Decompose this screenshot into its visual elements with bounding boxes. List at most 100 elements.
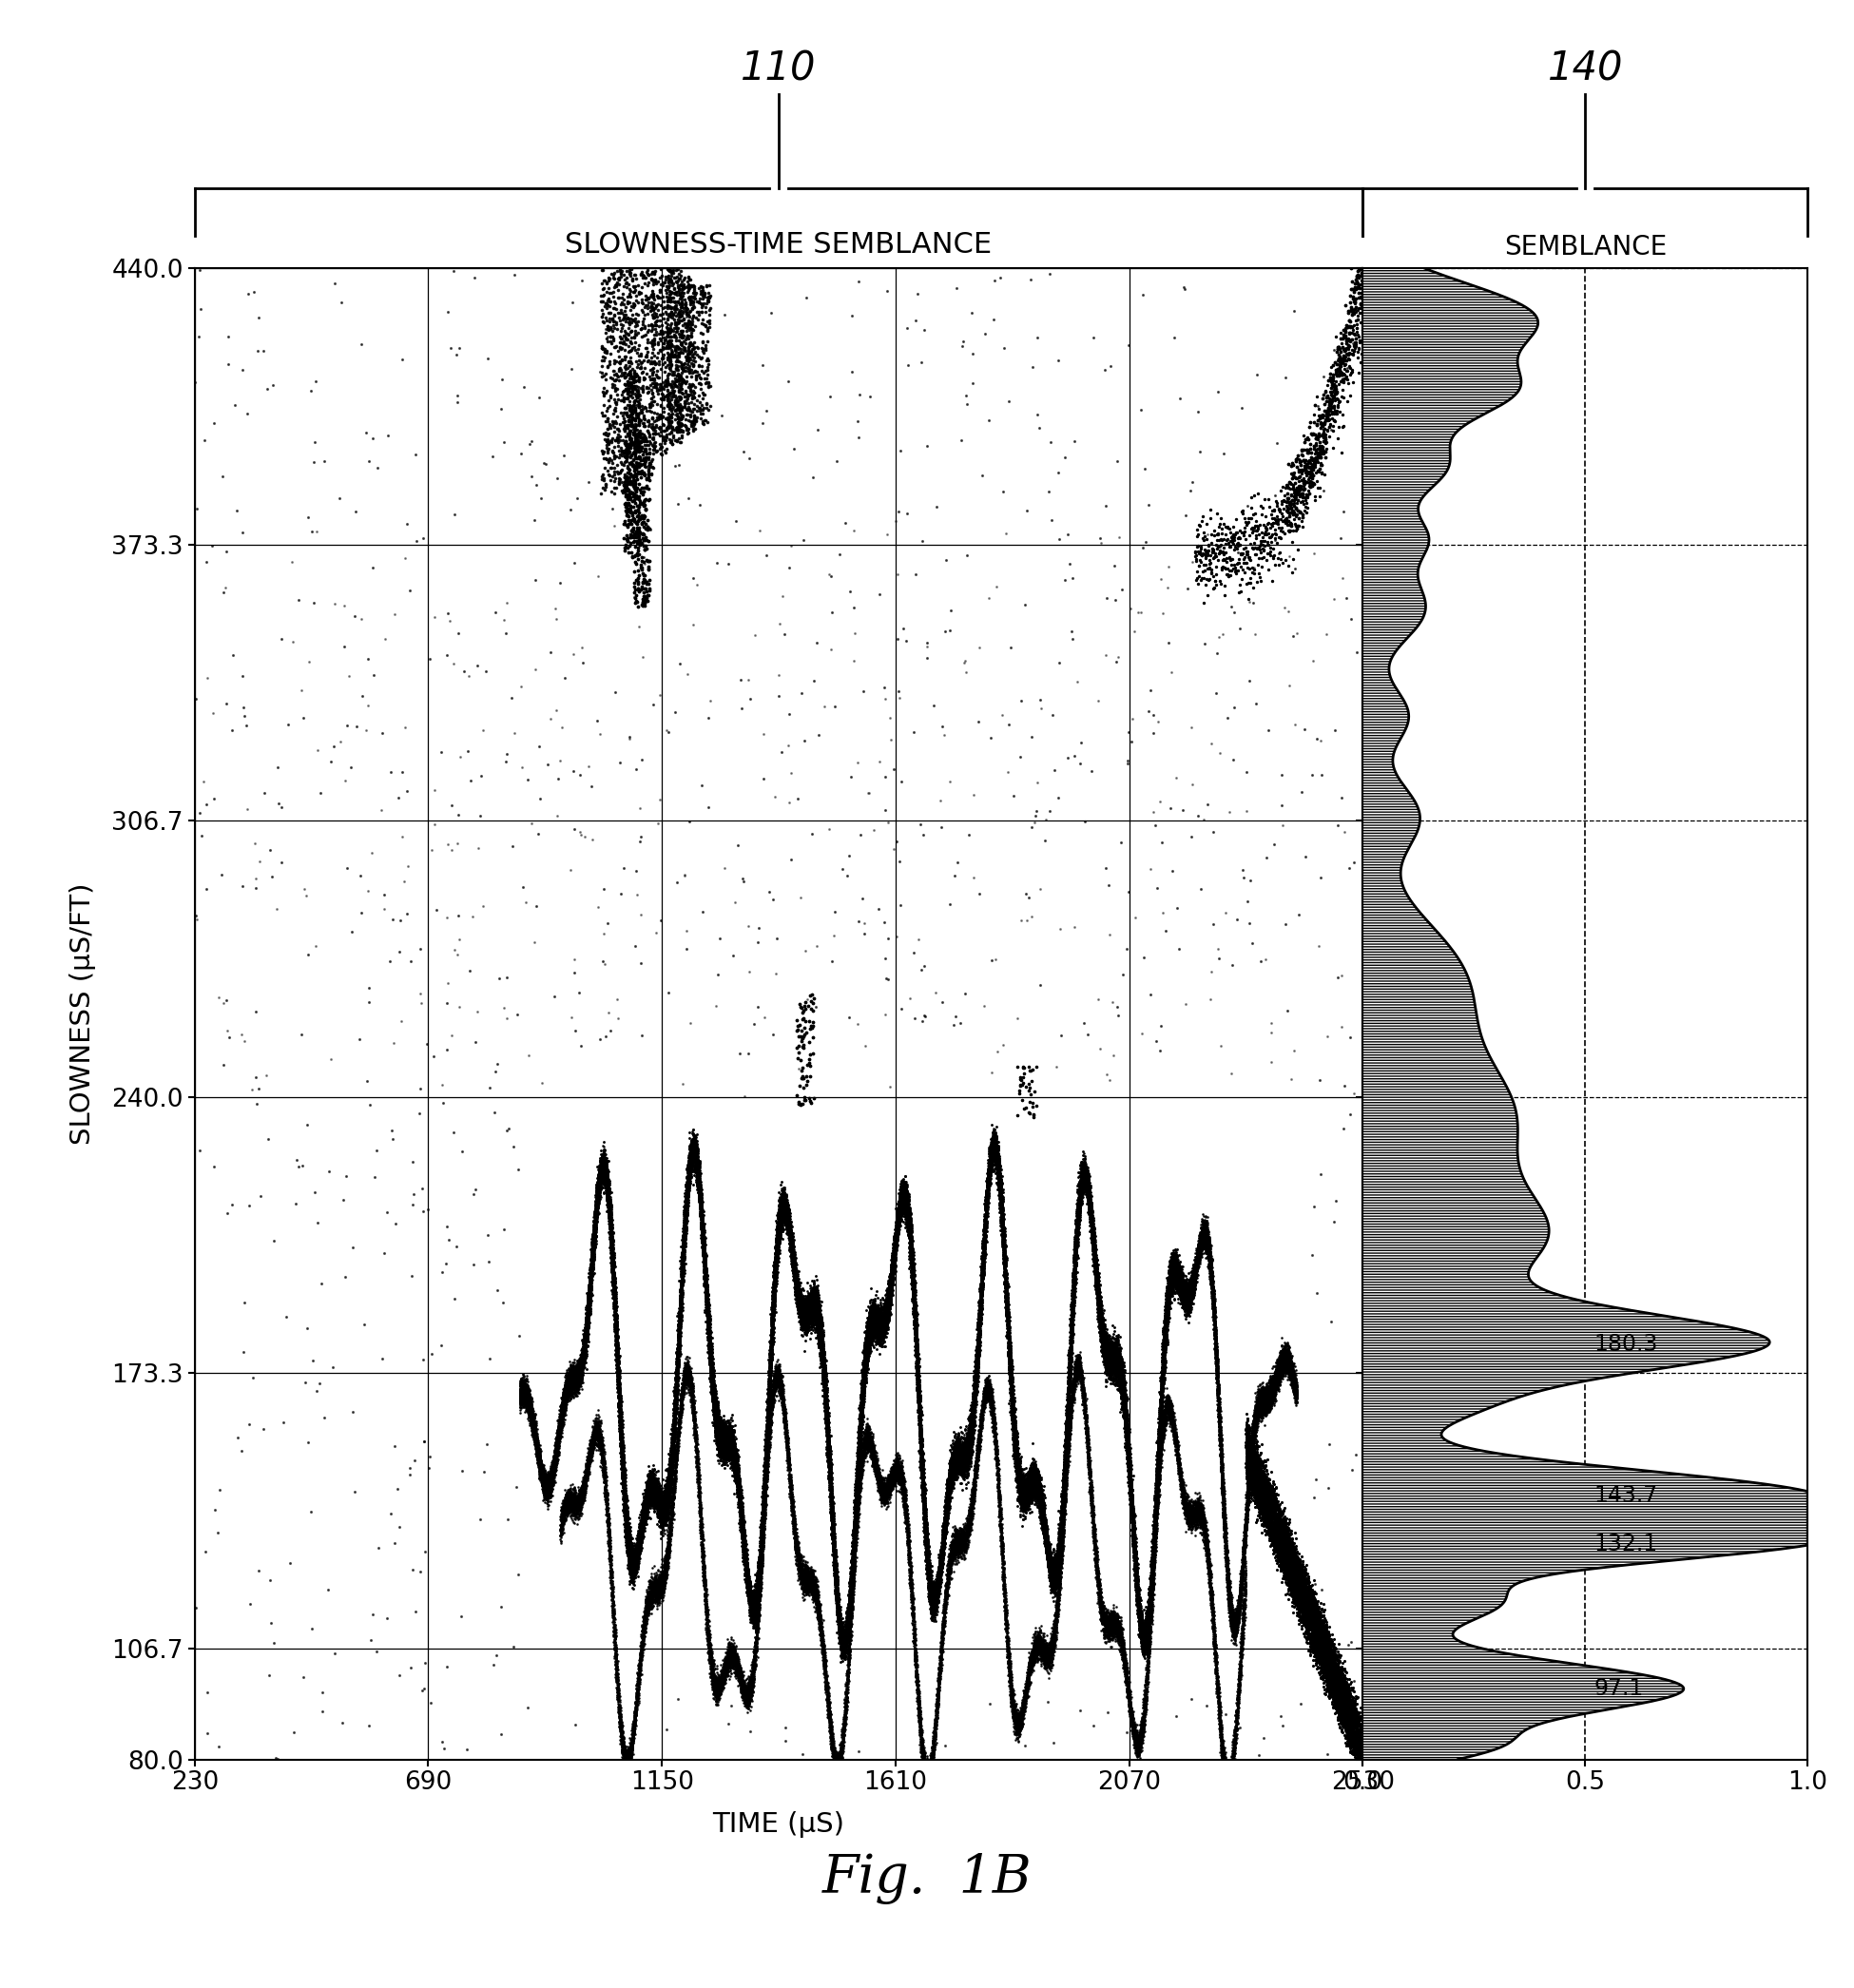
Point (571, 1330, 601, 1362)
Point (855, 1324, 884, 1356)
Point (610, 1736, 640, 1767)
Point (1172, 1288, 1201, 1320)
Point (962, 1350, 992, 1382)
Point (1214, 1565, 1244, 1596)
Point (777, 1495, 806, 1527)
Point (957, 1411, 986, 1443)
Point (608, 1734, 638, 1765)
Point (1198, 1596, 1227, 1628)
Point (1049, 1497, 1079, 1529)
Point (829, 1634, 858, 1666)
Point (781, 1527, 810, 1559)
Point (884, 1455, 914, 1487)
Point (688, 1225, 717, 1256)
Point (629, 1628, 658, 1660)
Point (1029, 1501, 1059, 1533)
Point (666, 1290, 695, 1322)
Point (938, 1439, 968, 1471)
Point (1012, 1463, 1042, 1495)
Point (1181, 1250, 1211, 1282)
Point (1298, 1582, 1327, 1614)
Point (1168, 1481, 1198, 1513)
Point (1096, 1614, 1125, 1646)
Point (1281, 1382, 1311, 1413)
Point (810, 1666, 840, 1698)
Point (1146, 1396, 1175, 1427)
Point (879, 1453, 908, 1485)
Point (1124, 1578, 1153, 1610)
Point (970, 1386, 999, 1417)
Point (666, 1306, 695, 1338)
Point (1238, 1417, 1268, 1449)
Point (1207, 1443, 1237, 1475)
Point (1059, 1260, 1088, 1292)
Point (1166, 1264, 1196, 1296)
Point (621, 1541, 651, 1573)
Point (608, 1449, 638, 1481)
Point (977, 1372, 1007, 1404)
Point (773, 1193, 803, 1225)
Point (1036, 1551, 1066, 1582)
Point (1020, 1471, 1049, 1503)
Point (1164, 1264, 1194, 1296)
Point (1224, 1598, 1253, 1630)
Point (1003, 1455, 1033, 1487)
Point (627, 1521, 656, 1553)
Point (523, 1439, 552, 1471)
Point (593, 1513, 623, 1545)
Point (1036, 1555, 1066, 1586)
Point (797, 1284, 827, 1316)
Point (504, 1394, 534, 1425)
Point (1118, 1497, 1148, 1529)
Point (1164, 934, 1194, 966)
Point (808, 1320, 838, 1352)
Point (1107, 1376, 1137, 1408)
Point (736, 1574, 766, 1606)
Point (1120, 1726, 1149, 1757)
Point (1010, 1487, 1040, 1519)
Point (1253, 1386, 1283, 1417)
Point (768, 1388, 797, 1419)
Point (584, 1417, 614, 1449)
Point (597, 1227, 627, 1258)
Point (599, 1616, 629, 1648)
Point (1309, 1654, 1339, 1686)
Point (842, 1465, 871, 1497)
Point (1083, 1270, 1112, 1302)
Point (352, 1066, 382, 1097)
Point (1044, 1557, 1073, 1588)
Point (677, 1141, 706, 1173)
Point (1274, 1346, 1303, 1378)
Point (1118, 1493, 1148, 1525)
Point (1022, 1453, 1051, 1485)
Point (901, 1328, 931, 1360)
Point (614, 1507, 643, 1539)
Point (942, 1439, 971, 1471)
Point (1162, 1260, 1192, 1292)
Point (814, 1680, 844, 1712)
Point (862, 1461, 892, 1493)
Point (1157, 1254, 1187, 1286)
Point (962, 1376, 992, 1408)
Point (855, 1312, 884, 1344)
Point (849, 1429, 879, 1461)
Point (897, 1555, 927, 1586)
Point (573, 1300, 603, 1332)
Point (684, 1165, 714, 1197)
Point (1270, 1505, 1300, 1537)
Point (1263, 1503, 1292, 1535)
Point (997, 1366, 1027, 1398)
Point (1207, 555, 1237, 586)
Point (1259, 1372, 1289, 1404)
Point (1092, 1342, 1122, 1374)
Point (580, 1203, 610, 1235)
Point (1270, 1348, 1300, 1380)
Point (888, 1465, 918, 1497)
Point (1179, 1262, 1209, 1294)
Point (908, 1479, 938, 1511)
Point (1331, 1698, 1361, 1730)
Point (1200, 1282, 1229, 1314)
Point (951, 1455, 981, 1487)
Point (693, 1334, 723, 1366)
Point (810, 1384, 840, 1415)
